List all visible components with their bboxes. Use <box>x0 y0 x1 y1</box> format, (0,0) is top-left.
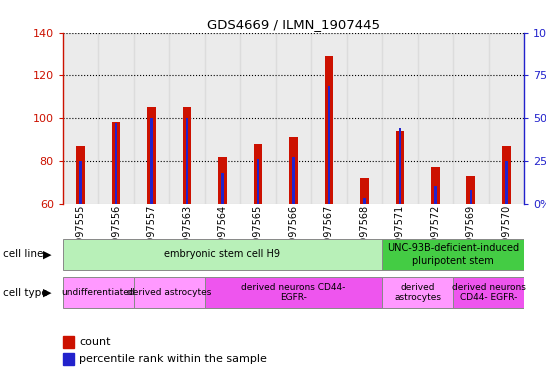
Text: percentile rank within the sample: percentile rank within the sample <box>79 354 268 364</box>
Text: count: count <box>79 337 111 347</box>
Bar <box>76 146 85 204</box>
Text: derived
astrocytes: derived astrocytes <box>394 283 441 303</box>
Text: cell type: cell type <box>3 288 48 298</box>
Bar <box>169 33 205 204</box>
FancyBboxPatch shape <box>134 278 205 308</box>
Bar <box>63 336 74 348</box>
FancyBboxPatch shape <box>382 278 453 308</box>
Text: cell line: cell line <box>3 249 43 260</box>
Text: derived astrocytes: derived astrocytes <box>127 288 211 297</box>
Bar <box>111 122 121 204</box>
Bar <box>431 167 440 204</box>
Bar <box>453 33 489 204</box>
Text: derived neurons CD44-
EGFR-: derived neurons CD44- EGFR- <box>241 283 346 303</box>
Bar <box>395 131 405 204</box>
Bar <box>466 176 476 204</box>
FancyBboxPatch shape <box>63 278 134 308</box>
FancyBboxPatch shape <box>382 239 524 270</box>
Bar <box>324 56 334 204</box>
Bar <box>98 33 134 204</box>
FancyBboxPatch shape <box>453 278 524 308</box>
Text: derived neurons
CD44- EGFR-: derived neurons CD44- EGFR- <box>452 283 526 303</box>
Title: GDS4669 / ILMN_1907445: GDS4669 / ILMN_1907445 <box>207 18 380 31</box>
Bar <box>470 190 472 204</box>
Bar <box>276 33 311 204</box>
Bar <box>218 157 227 204</box>
Bar <box>253 144 263 204</box>
Bar <box>347 33 382 204</box>
Bar <box>502 146 511 204</box>
Bar <box>489 33 524 204</box>
Bar <box>505 161 508 204</box>
Bar <box>147 108 156 204</box>
Text: ▶: ▶ <box>43 288 52 298</box>
Bar <box>134 33 169 204</box>
Text: ▶: ▶ <box>43 249 52 260</box>
Bar <box>382 33 418 204</box>
Text: undifferentiated: undifferentiated <box>62 288 135 297</box>
Bar <box>115 123 117 204</box>
Text: embryonic stem cell H9: embryonic stem cell H9 <box>164 249 281 260</box>
FancyBboxPatch shape <box>205 278 382 308</box>
Bar <box>311 33 347 204</box>
Bar <box>292 157 295 204</box>
Bar <box>182 108 192 204</box>
Bar <box>186 118 188 204</box>
FancyBboxPatch shape <box>63 239 382 270</box>
Bar <box>363 199 366 204</box>
Bar <box>360 178 369 204</box>
Bar <box>434 187 437 204</box>
Bar <box>399 128 401 204</box>
Bar <box>328 86 330 204</box>
Bar <box>240 33 276 204</box>
Bar <box>79 161 82 204</box>
Text: UNC-93B-deficient-induced
pluripotent stem: UNC-93B-deficient-induced pluripotent st… <box>387 243 519 266</box>
Bar <box>221 173 224 204</box>
Bar <box>257 159 259 204</box>
Bar <box>289 137 298 204</box>
Bar <box>150 118 153 204</box>
Bar <box>205 33 240 204</box>
Bar <box>63 353 74 365</box>
Bar <box>63 33 98 204</box>
Bar <box>418 33 453 204</box>
